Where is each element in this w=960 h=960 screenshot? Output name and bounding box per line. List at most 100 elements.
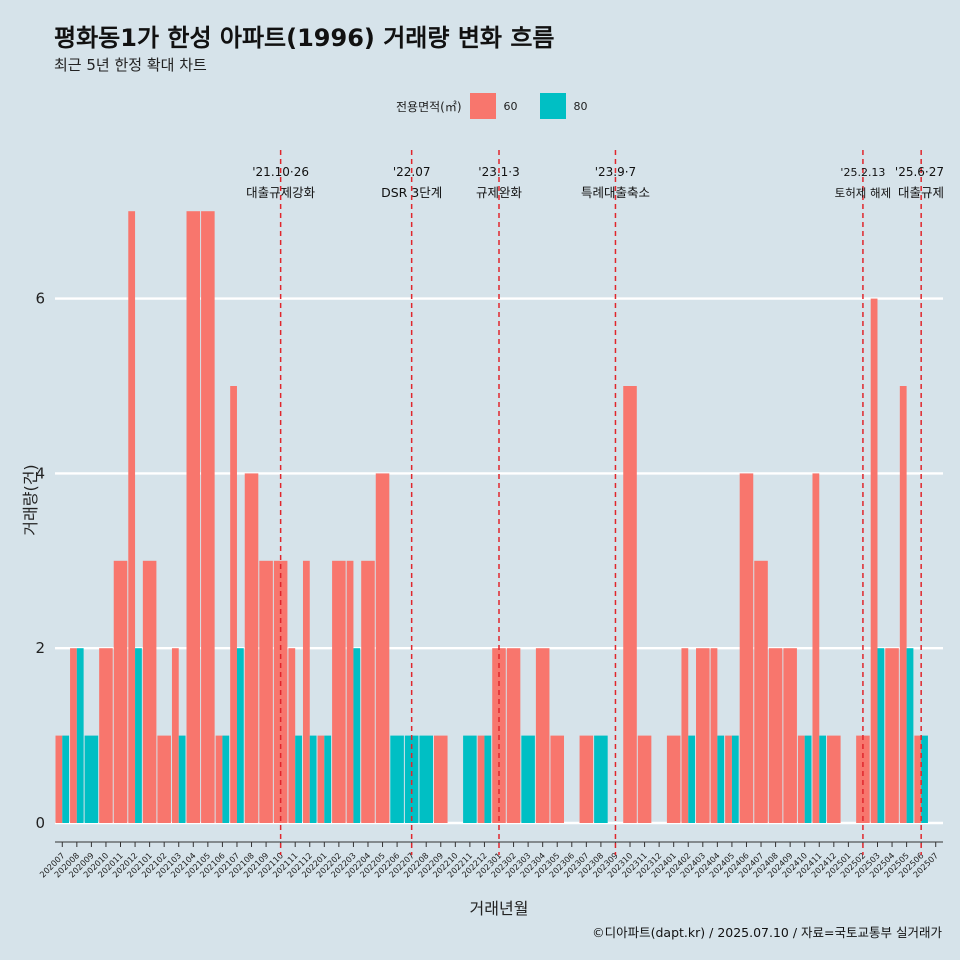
- bar-60: [666, 735, 681, 823]
- bar-60: [681, 648, 689, 823]
- bar-80: [819, 735, 827, 823]
- bar-80: [390, 735, 404, 823]
- bar-80: [178, 735, 186, 823]
- bar-60: [230, 386, 237, 823]
- bar-80: [62, 735, 70, 823]
- bar-80: [295, 735, 302, 823]
- legend-key-80: [539, 93, 566, 119]
- bar-80: [222, 735, 230, 823]
- bar-80: [76, 648, 84, 823]
- bar-60: [739, 473, 754, 823]
- bar-60: [506, 648, 521, 823]
- page-subtitle: 최근 5년 한정 확대 차트: [54, 56, 207, 74]
- bar-80: [236, 648, 244, 823]
- bar-80: [804, 735, 812, 823]
- legend-title: 전용면적(㎡): [396, 99, 462, 114]
- event-date-label: '23.9·7: [595, 165, 636, 179]
- event-desc-label: DSR 3단계: [381, 185, 442, 200]
- event-date-label: '21.10·26: [252, 165, 309, 179]
- bar-60: [259, 560, 273, 823]
- bar-60: [201, 211, 215, 823]
- event-date-label: '23.1·3: [478, 165, 519, 179]
- bar-80: [419, 735, 433, 823]
- x-axis-title: 거래년월: [470, 899, 529, 918]
- event-desc-label: 토허제 해제: [835, 186, 892, 200]
- bar-60: [899, 386, 907, 823]
- bar-60: [99, 648, 113, 823]
- event-desc-label: 대출규제: [898, 185, 944, 200]
- bar-60: [696, 648, 710, 823]
- legend-label-60: 60: [503, 99, 518, 113]
- bar-60: [288, 648, 296, 823]
- bar-60: [346, 560, 354, 823]
- bar-60: [157, 735, 171, 823]
- legend-label-80: 80: [573, 99, 588, 113]
- bar-60: [797, 735, 805, 823]
- bar-60: [55, 735, 63, 823]
- bar-80: [463, 735, 477, 823]
- bar-80: [877, 648, 885, 823]
- bar-60: [186, 211, 201, 823]
- bar-60: [783, 648, 797, 823]
- bar-60: [870, 298, 878, 824]
- bar-60: [812, 473, 820, 823]
- bar-60: [856, 735, 870, 823]
- bar-60: [914, 735, 922, 823]
- bar-60: [535, 648, 550, 823]
- event-date-label: '25.6·27: [895, 165, 944, 179]
- bar-80: [688, 735, 696, 823]
- event-desc-label: 특례대출축소: [581, 185, 650, 200]
- event-date-label: '22.07: [393, 165, 431, 179]
- bar-60: [244, 473, 259, 823]
- bar-80: [135, 648, 142, 823]
- y-tick-label: 2: [35, 639, 45, 657]
- bar-80: [324, 735, 332, 823]
- bar-60: [710, 648, 718, 823]
- bar-80: [594, 735, 608, 823]
- bar-80: [521, 735, 535, 823]
- legend: 전용면적(㎡) 60 80: [396, 93, 610, 119]
- bar-60: [70, 648, 77, 823]
- bar-60: [754, 560, 768, 823]
- event-desc-label: 규제완화: [476, 185, 523, 200]
- y-tick-label: 0: [35, 814, 45, 832]
- bar-80: [731, 735, 739, 823]
- bar-80: [484, 735, 492, 823]
- bar-80: [84, 735, 99, 823]
- bar-80: [921, 735, 928, 823]
- bar-60: [361, 560, 375, 823]
- bar-60: [885, 648, 899, 823]
- y-axis-title: 거래량(건): [21, 464, 40, 535]
- bar-80: [404, 735, 419, 823]
- bar-60: [579, 735, 594, 823]
- bar-60: [827, 735, 841, 823]
- legend-key-60: [469, 93, 496, 119]
- bar-60: [550, 735, 565, 823]
- bar-60: [623, 386, 637, 823]
- bar-60: [142, 560, 157, 823]
- bar-60: [113, 560, 128, 823]
- bar-60: [768, 648, 783, 823]
- bar-80: [309, 735, 317, 823]
- event-date-label: '25.2.13: [840, 166, 885, 179]
- bar-60: [128, 211, 136, 823]
- bar-60: [375, 473, 390, 823]
- footer-credit: ©디아파트(dapt.kr) / 2025.07.10 / 자료=국토교통부 실…: [592, 925, 942, 940]
- bar-60: [725, 735, 732, 823]
- event-desc-label: 대출규제강화: [246, 185, 316, 200]
- y-tick-label: 6: [35, 290, 45, 308]
- bar-60: [332, 560, 346, 823]
- bar-60: [477, 735, 485, 823]
- bar-60: [637, 735, 652, 823]
- bar-80: [906, 648, 914, 823]
- page-title: 평화동1가 한성 아파트(1996) 거래량 변화 흐름: [54, 24, 555, 52]
- bar-60: [215, 735, 223, 823]
- bar-80: [717, 735, 725, 823]
- y-tick-label: 4: [35, 464, 45, 482]
- bar-60: [302, 560, 310, 823]
- bar-60: [433, 735, 448, 823]
- bar-60: [317, 735, 325, 823]
- bar-60: [171, 648, 179, 823]
- bar-80: [353, 648, 361, 823]
